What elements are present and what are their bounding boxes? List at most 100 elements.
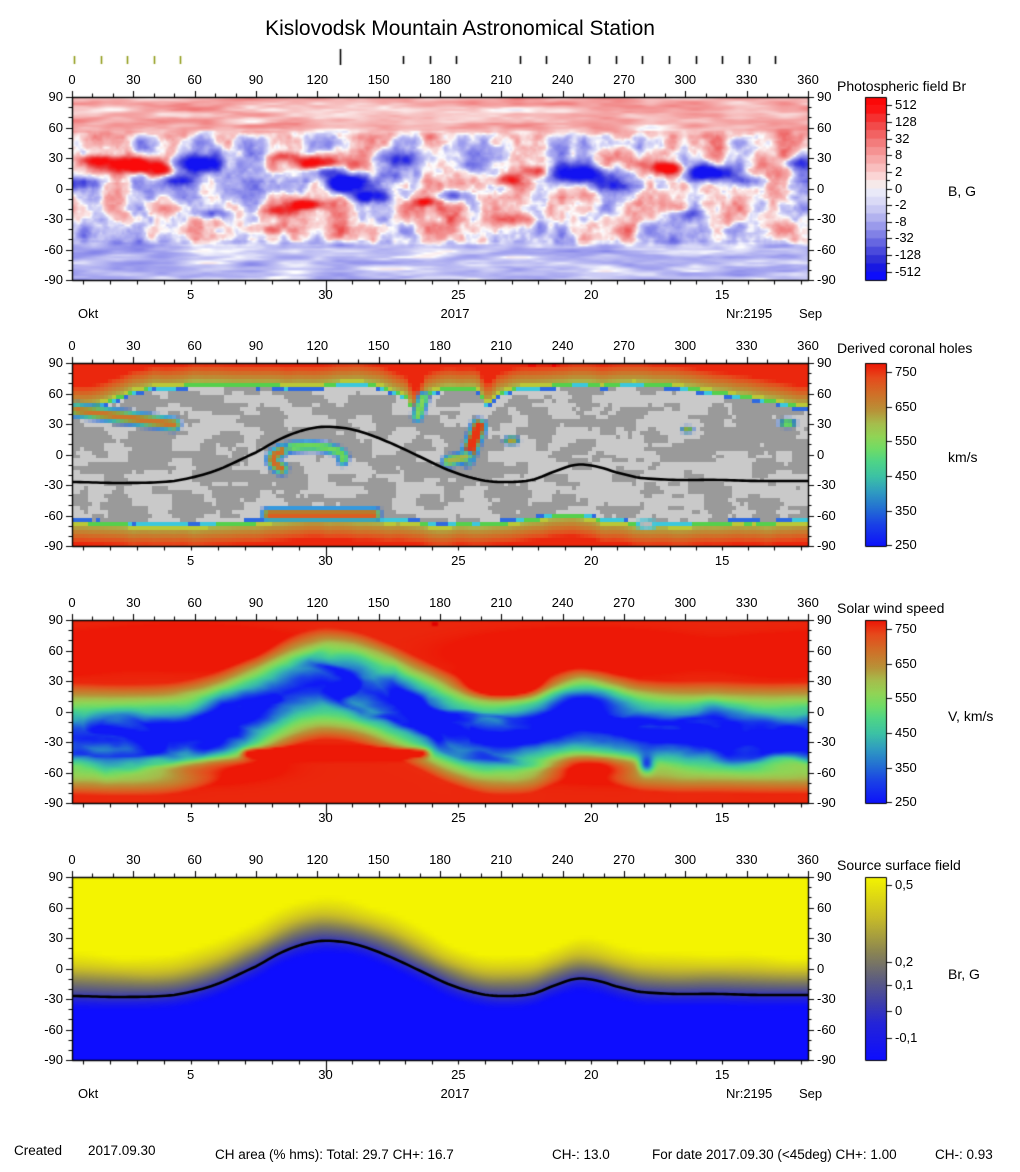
- lon-tick-label: 30: [126, 595, 141, 610]
- lon-tick-label: 210: [490, 72, 513, 87]
- date-tick-label: 25: [451, 810, 466, 825]
- lat-tick-label-right: 90: [817, 355, 832, 370]
- lon-tick-label: 90: [248, 595, 264, 610]
- lon-tick-label: 0: [68, 595, 76, 610]
- colorbar-tick-label: 450: [895, 725, 917, 741]
- year-label: 2017: [440, 306, 470, 321]
- colorbar-tick-label: 450: [895, 468, 917, 484]
- lon-tick-label: 300: [674, 852, 697, 867]
- month-label-sep: Sep: [799, 306, 823, 321]
- lat-tick-label-left: 30: [48, 930, 63, 945]
- lat-tick-label-left: 90: [48, 89, 63, 104]
- lat-tick-label-left: 30: [48, 416, 63, 431]
- lon-tick-label: 360: [797, 72, 819, 87]
- lat-tick-label-right: -30: [817, 734, 836, 749]
- lon-tick-label: 180: [429, 72, 451, 87]
- lat-tick-label-right: 90: [817, 612, 832, 627]
- lat-tick-label-left: 60: [48, 899, 63, 915]
- month-label-okt: Okt: [78, 1086, 99, 1101]
- lon-tick-label: 120: [306, 72, 329, 87]
- lon-tick-label: 0: [68, 72, 76, 87]
- lon-tick-label: 90: [248, 72, 264, 87]
- date-tick-label: 15: [714, 1067, 730, 1082]
- lat-tick-label-left: -30: [44, 477, 63, 492]
- lon-tick-label: 300: [674, 595, 697, 610]
- colorbar-tick-label: 0: [895, 180, 903, 196]
- colorbar-tick-label: 8: [895, 147, 903, 163]
- date-tick-label: 20: [584, 553, 599, 568]
- lat-tick-label-right: -60: [817, 507, 836, 523]
- lon-tick-label: 240: [551, 72, 574, 87]
- lon-tick-label: 180: [429, 338, 451, 353]
- colorbar-tick-label: 250: [895, 794, 917, 810]
- date-tick-label: 20: [584, 1067, 599, 1082]
- date-tick-label: 30: [318, 553, 333, 568]
- lat-tick-label-left: 90: [48, 612, 63, 627]
- ch-minus-stat: CH-: 13.0: [552, 1147, 610, 1162]
- lon-tick-label: 180: [429, 595, 451, 610]
- lat-tick-label-left: 0: [55, 703, 63, 719]
- rotation-number-label: Nr:2195: [726, 1086, 773, 1101]
- lon-tick-label: 360: [797, 852, 819, 867]
- colorbar-tick-label: 0: [895, 1002, 903, 1018]
- unit-label-b-g: B, G: [948, 183, 977, 199]
- lat-tick-label-left: 60: [48, 642, 63, 658]
- lat-tick-label-right: 0: [817, 703, 825, 719]
- lat-tick-label-left: -60: [44, 241, 63, 257]
- lon-tick-label: 210: [490, 852, 513, 867]
- lat-tick-label-right: 60: [817, 899, 832, 915]
- lon-tick-label: 300: [674, 338, 697, 353]
- lon-tick-label: 0: [68, 338, 76, 353]
- lat-tick-label-left: 0: [55, 446, 63, 462]
- lon-tick-label: 150: [367, 72, 390, 87]
- lon-tick-label: 330: [735, 72, 758, 87]
- lat-tick-label-left: -90: [44, 538, 63, 553]
- lat-tick-label-right: 30: [817, 673, 832, 688]
- lon-tick-label: 180: [429, 852, 451, 867]
- lat-tick-label-left: 60: [48, 385, 63, 401]
- lat-tick-label-right: -60: [817, 764, 836, 780]
- lat-tick-label-right: -90: [817, 795, 836, 810]
- month-label-okt: Okt: [78, 306, 99, 321]
- date-tick-label: 20: [584, 287, 599, 302]
- lon-tick-label: 0: [68, 852, 76, 867]
- colorbar-tick-label: 350: [895, 503, 917, 519]
- colorbar-tick-label: 128: [895, 113, 917, 129]
- lat-tick-label-right: 30: [817, 416, 832, 431]
- lon-tick-label: 270: [613, 72, 635, 87]
- lat-tick-label-right: -60: [817, 241, 836, 257]
- created-label: Created: [14, 1143, 63, 1158]
- colorbar-tick-label: 750: [895, 363, 917, 379]
- colorbar-tick-label: 250: [895, 537, 917, 553]
- date-tick-label: 15: [714, 553, 730, 568]
- lat-tick-label-right: 90: [817, 869, 832, 884]
- lon-tick-label: 210: [490, 595, 513, 610]
- colorbar-tick-label: 0,1: [895, 976, 914, 992]
- lon-tick-label: 30: [126, 72, 141, 87]
- colorbar-tick-label: -32: [895, 230, 914, 246]
- lat-tick-label-right: -90: [817, 272, 836, 287]
- date-tick-label: 30: [318, 810, 333, 825]
- lon-tick-label: 150: [367, 595, 390, 610]
- lat-tick-label-left: 60: [48, 119, 63, 135]
- lon-tick-label: 360: [797, 595, 819, 610]
- created-date: 2017.09.30: [88, 1143, 156, 1158]
- lat-tick-label-right: 0: [817, 446, 825, 462]
- colorbar-tick-label: -8: [895, 213, 907, 229]
- ch-area-stats: CH area (% hms): Total: 29.7 CH+: 16.7: [215, 1147, 454, 1162]
- lat-tick-label-right: -90: [817, 1052, 836, 1067]
- lon-tick-label: 120: [306, 852, 329, 867]
- year-label: 2017: [440, 1086, 470, 1101]
- lat-tick-label-right: 90: [817, 89, 832, 104]
- date-tick-label: 25: [451, 1067, 466, 1082]
- lat-tick-label-left: -90: [44, 1052, 63, 1067]
- lat-tick-label-right: 30: [817, 150, 832, 165]
- unit-label-v-kms: V, km/s: [948, 708, 994, 724]
- colorbar-tick-label: 750: [895, 620, 917, 636]
- lon-tick-label: 210: [490, 338, 513, 353]
- unit-label-kms: km/s: [948, 449, 978, 465]
- date-tick-label: 15: [714, 287, 730, 302]
- lon-tick-label: 60: [187, 595, 202, 610]
- lon-tick-label: 60: [187, 72, 202, 87]
- lon-tick-label: 270: [613, 852, 635, 867]
